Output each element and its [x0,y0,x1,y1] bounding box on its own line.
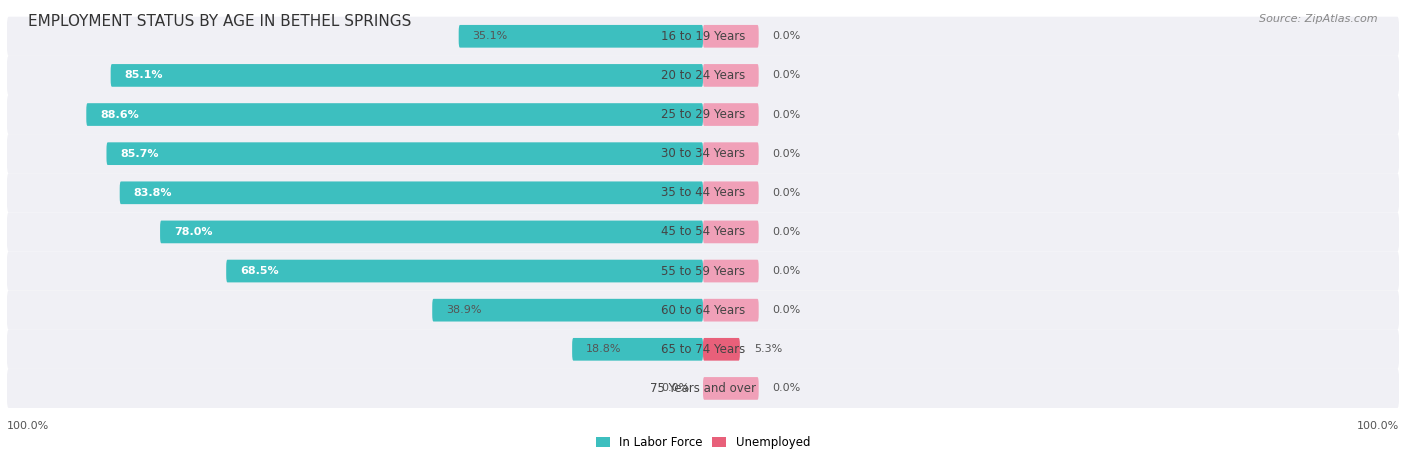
FancyBboxPatch shape [703,338,740,360]
FancyBboxPatch shape [703,181,759,204]
Text: 35.1%: 35.1% [472,32,508,41]
Text: 88.6%: 88.6% [100,109,139,120]
Text: 55 to 59 Years: 55 to 59 Years [661,265,745,278]
Text: 0.0%: 0.0% [773,227,801,237]
FancyBboxPatch shape [432,299,703,321]
FancyBboxPatch shape [703,377,759,400]
FancyBboxPatch shape [7,17,1399,56]
Text: 0.0%: 0.0% [773,305,801,315]
FancyBboxPatch shape [703,260,759,283]
FancyBboxPatch shape [703,220,759,243]
Text: 75 Years and over: 75 Years and over [650,382,756,395]
FancyBboxPatch shape [7,56,1399,95]
FancyBboxPatch shape [226,260,703,283]
Legend: In Labor Force, Unemployed: In Labor Force, Unemployed [596,436,810,449]
Text: 16 to 19 Years: 16 to 19 Years [661,30,745,43]
FancyBboxPatch shape [7,330,1399,369]
Text: 100.0%: 100.0% [1357,420,1399,431]
FancyBboxPatch shape [703,142,759,165]
FancyBboxPatch shape [703,25,759,48]
FancyBboxPatch shape [120,181,703,204]
Text: 85.7%: 85.7% [121,148,159,159]
Text: 0.0%: 0.0% [773,32,801,41]
Text: 5.3%: 5.3% [754,344,782,354]
Text: 0.0%: 0.0% [773,70,801,81]
Text: 0.0%: 0.0% [661,383,689,393]
Text: 0.0%: 0.0% [773,188,801,198]
FancyBboxPatch shape [703,103,759,126]
FancyBboxPatch shape [7,369,1399,408]
Text: 0.0%: 0.0% [773,148,801,159]
FancyBboxPatch shape [7,212,1399,252]
FancyBboxPatch shape [7,173,1399,212]
Text: 65 to 74 Years: 65 to 74 Years [661,343,745,356]
FancyBboxPatch shape [160,220,703,243]
Text: 0.0%: 0.0% [773,109,801,120]
FancyBboxPatch shape [7,134,1399,173]
Text: Source: ZipAtlas.com: Source: ZipAtlas.com [1260,14,1378,23]
Text: 60 to 64 Years: 60 to 64 Years [661,304,745,317]
Text: 83.8%: 83.8% [134,188,172,198]
FancyBboxPatch shape [703,299,759,321]
Text: EMPLOYMENT STATUS BY AGE IN BETHEL SPRINGS: EMPLOYMENT STATUS BY AGE IN BETHEL SPRIN… [28,14,412,28]
Text: 30 to 34 Years: 30 to 34 Years [661,147,745,160]
Text: 0.0%: 0.0% [773,383,801,393]
Text: 85.1%: 85.1% [125,70,163,81]
Text: 78.0%: 78.0% [174,227,212,237]
Text: 20 to 24 Years: 20 to 24 Years [661,69,745,82]
FancyBboxPatch shape [7,252,1399,291]
Text: 18.8%: 18.8% [586,344,621,354]
FancyBboxPatch shape [7,291,1399,330]
FancyBboxPatch shape [107,142,703,165]
Text: 25 to 29 Years: 25 to 29 Years [661,108,745,121]
Text: 0.0%: 0.0% [773,266,801,276]
FancyBboxPatch shape [86,103,703,126]
FancyBboxPatch shape [703,64,759,87]
Text: 45 to 54 Years: 45 to 54 Years [661,225,745,238]
Text: 38.9%: 38.9% [446,305,482,315]
FancyBboxPatch shape [572,338,703,360]
FancyBboxPatch shape [458,25,703,48]
FancyBboxPatch shape [7,95,1399,134]
Text: 35 to 44 Years: 35 to 44 Years [661,186,745,199]
FancyBboxPatch shape [111,64,703,87]
Text: 100.0%: 100.0% [7,420,49,431]
Text: 68.5%: 68.5% [240,266,278,276]
